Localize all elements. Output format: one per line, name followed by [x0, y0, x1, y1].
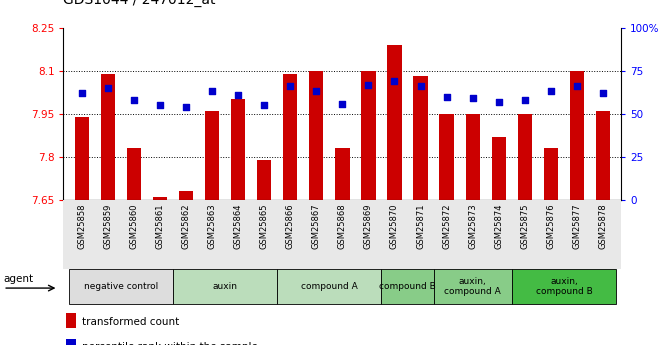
Text: GSM25865: GSM25865: [260, 204, 269, 249]
Text: auxin,
compound B: auxin, compound B: [536, 277, 593, 296]
Text: GSM25874: GSM25874: [494, 204, 503, 249]
Point: [572, 83, 582, 89]
Bar: [440, 114, 454, 200]
Point: [311, 89, 321, 94]
Point: [520, 97, 530, 103]
Bar: [570, 71, 584, 200]
Bar: [173, 269, 277, 304]
Text: GSM25877: GSM25877: [572, 204, 581, 249]
Point: [102, 85, 113, 91]
Text: GSM25864: GSM25864: [234, 204, 242, 249]
Point: [494, 99, 504, 105]
Point: [259, 102, 269, 108]
Point: [232, 92, 243, 98]
Text: GSM25861: GSM25861: [156, 204, 164, 249]
Text: GSM25867: GSM25867: [312, 204, 321, 249]
Text: GDS1044 / 247012_at: GDS1044 / 247012_at: [63, 0, 216, 7]
Bar: [153, 197, 167, 200]
Bar: [361, 71, 375, 200]
Bar: [413, 77, 428, 200]
Text: percentile rank within the sample: percentile rank within the sample: [82, 343, 258, 345]
Bar: [231, 99, 245, 200]
Bar: [335, 148, 349, 200]
Bar: [518, 114, 532, 200]
Bar: [492, 137, 506, 200]
Text: GSM25858: GSM25858: [77, 204, 86, 249]
Bar: [512, 269, 616, 304]
Point: [154, 102, 165, 108]
Bar: [277, 269, 381, 304]
Bar: [69, 269, 173, 304]
Text: agent: agent: [3, 274, 33, 284]
Text: GSM25875: GSM25875: [520, 204, 529, 249]
Text: GSM25866: GSM25866: [286, 204, 295, 249]
Text: GSM25859: GSM25859: [104, 204, 112, 249]
Text: GSM25869: GSM25869: [364, 204, 373, 249]
Bar: [387, 45, 401, 200]
Point: [285, 83, 295, 89]
Point: [442, 94, 452, 99]
Text: GSM25878: GSM25878: [599, 204, 607, 249]
Text: GSM25872: GSM25872: [442, 204, 451, 249]
Point: [180, 104, 191, 110]
Point: [546, 89, 556, 94]
Bar: [544, 148, 558, 200]
Point: [415, 83, 426, 89]
Text: GSM25871: GSM25871: [416, 204, 425, 249]
Point: [363, 82, 374, 87]
Text: GSM25873: GSM25873: [468, 204, 477, 249]
Bar: [596, 111, 610, 200]
Text: compound A: compound A: [301, 282, 357, 291]
Text: auxin: auxin: [212, 282, 238, 291]
Text: transformed count: transformed count: [82, 317, 179, 326]
Point: [337, 101, 348, 106]
Text: GSM25863: GSM25863: [208, 204, 216, 249]
Text: compound B: compound B: [379, 282, 436, 291]
Text: auxin,
compound A: auxin, compound A: [444, 277, 501, 296]
Bar: [127, 148, 141, 200]
Point: [468, 96, 478, 101]
Text: GSM25876: GSM25876: [546, 204, 555, 249]
Bar: [66, 313, 76, 328]
Bar: [434, 269, 512, 304]
Bar: [309, 71, 323, 200]
Point: [128, 97, 139, 103]
Bar: [381, 269, 434, 304]
Bar: [466, 114, 480, 200]
Point: [206, 89, 217, 94]
Text: negative control: negative control: [84, 282, 158, 291]
Bar: [257, 160, 271, 200]
Bar: [179, 191, 193, 200]
Bar: [101, 73, 115, 200]
Bar: [66, 339, 76, 345]
Point: [389, 78, 400, 84]
Text: GSM25868: GSM25868: [338, 204, 347, 249]
Bar: [283, 73, 297, 200]
Text: GSM25870: GSM25870: [390, 204, 399, 249]
Bar: [205, 111, 219, 200]
Point: [598, 90, 609, 96]
Text: GSM25860: GSM25860: [130, 204, 138, 249]
Bar: [75, 117, 89, 200]
Text: GSM25862: GSM25862: [182, 204, 190, 249]
Point: [76, 90, 87, 96]
